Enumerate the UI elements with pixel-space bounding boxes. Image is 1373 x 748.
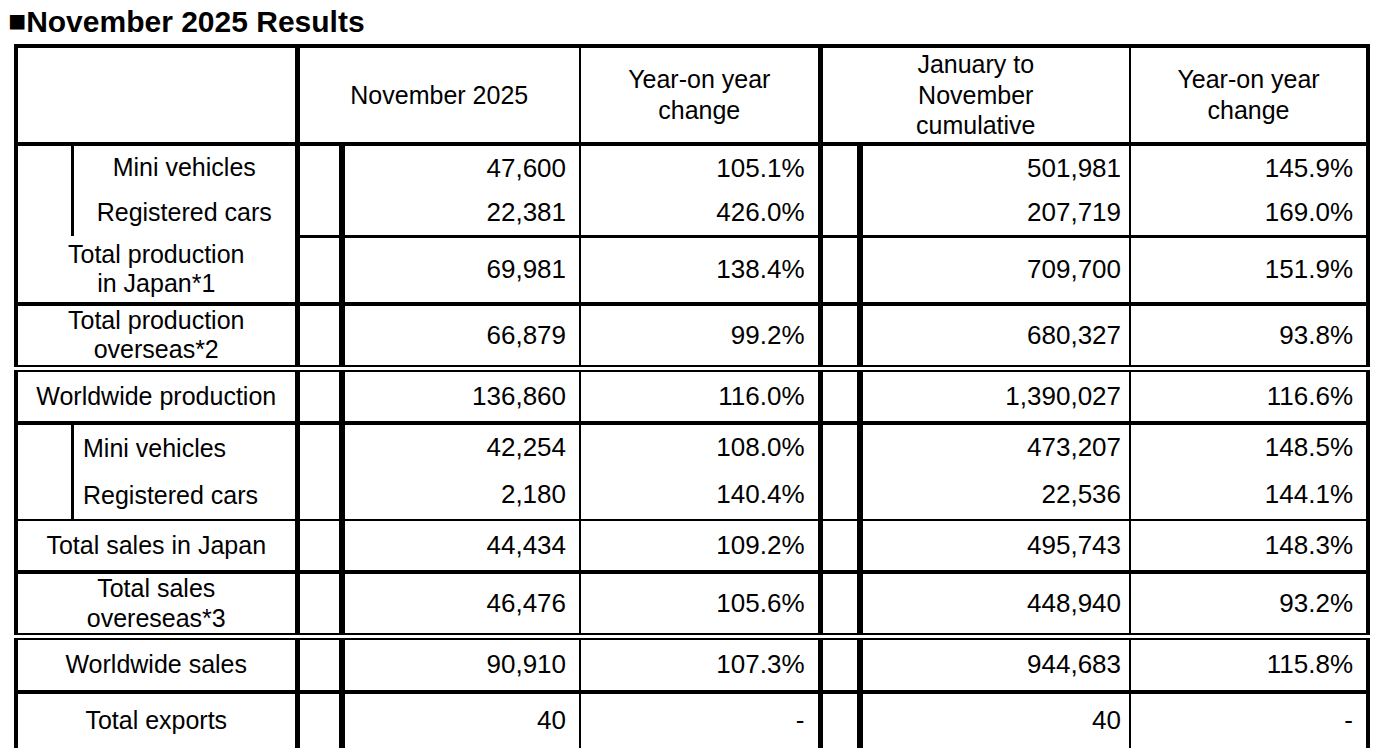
sales-subitems-label-box: Mini vehicles Registered cars: [16, 423, 297, 520]
row-worldwide-sales: Worldwide sales 90,910 107.3% 944,683 11…: [16, 637, 1368, 692]
spacer-cell: [297, 572, 342, 637]
cumulative-value: 40: [860, 692, 1130, 748]
page-title-text: November 2025 Results: [26, 5, 365, 38]
cumulative-value: 1,390,027: [860, 368, 1130, 423]
row-total-production-overseas: Total production overseas*2 66,879 99.2%…: [16, 304, 1368, 369]
cumulative-value: 448,940: [860, 572, 1130, 637]
cumulative-yoy-value: 115.8%: [1130, 637, 1368, 692]
header-cell-yoy-change-2: Year-on year change: [1130, 46, 1368, 144]
row-label: Registered cars: [74, 482, 295, 510]
spacer-cell: [820, 237, 860, 304]
nov-value: 66,879: [342, 304, 580, 369]
yoy-value: 105.1%: [580, 144, 820, 191]
nov-value: 22,381: [342, 191, 580, 237]
spacer-cell: [297, 237, 342, 304]
row-label: Mini vehicles: [74, 154, 295, 182]
yoy-value: 108.0%: [580, 423, 820, 470]
row-label: Total sales in Japan: [16, 520, 297, 572]
header-cell-november-2025: November 2025: [297, 46, 580, 144]
nov-value: 47,600: [342, 144, 580, 191]
spacer-cell: [820, 572, 860, 637]
title-square-marker-icon: ■: [8, 2, 26, 40]
yoy-value: 138.4%: [580, 237, 820, 304]
row-label: Worldwide sales: [16, 637, 297, 692]
row-label: Total production overseas*2: [16, 304, 297, 369]
row-production-mini-vehicles: Mini vehicles Registered cars 47,600 105…: [16, 144, 1368, 191]
spacer-cell: [297, 191, 342, 237]
row-worldwide-production: Worldwide production 136,860 116.0% 1,39…: [16, 368, 1368, 423]
row-total-exports: Total exports 40 - 40 -: [16, 692, 1368, 748]
yoy-value: 99.2%: [580, 304, 820, 369]
cumulative-value: 207,719: [860, 191, 1130, 237]
cumulative-value: 22,536: [860, 470, 1130, 520]
yoy-value: 109.2%: [580, 520, 820, 572]
cumulative-yoy-value: 151.9%: [1130, 237, 1368, 304]
spacer-cell: [297, 470, 342, 520]
header-cell-empty: [16, 46, 297, 144]
cumulative-yoy-value: 93.2%: [1130, 572, 1368, 637]
spacer-cell: [820, 304, 860, 369]
nov-value: 44,434: [342, 520, 580, 572]
row-label: Worldwide production: [16, 368, 297, 423]
header-row: November 2025 Year-on year change Januar…: [16, 46, 1368, 144]
cumulative-yoy-value: 169.0%: [1130, 191, 1368, 237]
cumulative-yoy-value: 93.8%: [1130, 304, 1368, 369]
row-total-production-japan: Total production in Japan*1 69,981 138.4…: [16, 237, 1368, 304]
cumulative-yoy-value: 116.6%: [1130, 368, 1368, 423]
nov-value: 2,180: [342, 470, 580, 520]
nov-value: 69,981: [342, 237, 580, 304]
spacer-cell: [820, 692, 860, 748]
cumulative-value: 680,327: [860, 304, 1130, 369]
yoy-value: 426.0%: [580, 191, 820, 237]
cumulative-value: 501,981: [860, 144, 1130, 191]
nov-value: 46,476: [342, 572, 580, 637]
yoy-value: 140.4%: [580, 470, 820, 520]
cumulative-yoy-value: 148.3%: [1130, 520, 1368, 572]
nov-value: 90,910: [342, 637, 580, 692]
spacer-cell: [820, 144, 860, 191]
cumulative-value: 473,207: [860, 423, 1130, 470]
production-subitems-label-box: Mini vehicles Registered cars: [16, 144, 297, 237]
spacer-cell: [297, 304, 342, 369]
spacer-cell: [297, 423, 342, 470]
spacer-cell: [297, 144, 342, 191]
nov-value: 42,254: [342, 423, 580, 470]
row-sales-mini-vehicles: Mini vehicles Registered cars 42,254 108…: [16, 423, 1368, 470]
yoy-value: 105.6%: [580, 572, 820, 637]
header-cell-cumulative: January to November cumulative: [820, 46, 1130, 144]
row-label: Total exports: [16, 692, 297, 748]
page-title: ■November 2025 Results: [8, 3, 1373, 41]
nov-value: 136,860: [342, 368, 580, 423]
header-cell-yoy-change-1: Year-on year change: [580, 46, 820, 144]
yoy-value: 107.3%: [580, 637, 820, 692]
cumulative-yoy-value: 148.5%: [1130, 423, 1368, 470]
yoy-value: 116.0%: [580, 368, 820, 423]
cumulative-yoy-value: 145.9%: [1130, 144, 1368, 191]
row-label: Total sales overeseas*3: [16, 572, 297, 637]
row-label: Mini vehicles: [74, 435, 295, 463]
spacer-cell: [297, 368, 342, 423]
row-total-sales-japan: Total sales in Japan 44,434 109.2% 495,7…: [16, 520, 1368, 572]
row-label: Total production in Japan*1: [16, 237, 297, 304]
row-total-sales-overseas: Total sales overeseas*3 46,476 105.6% 44…: [16, 572, 1368, 637]
cumulative-yoy-value: 144.1%: [1130, 470, 1368, 520]
cumulative-value: 709,700: [860, 237, 1130, 304]
results-page: ■November 2025 Results November 2025 Yea…: [0, 0, 1373, 748]
cumulative-value: 944,683: [860, 637, 1130, 692]
spacer-cell: [820, 520, 860, 572]
cumulative-value: 495,743: [860, 520, 1130, 572]
cumulative-yoy-value: -: [1130, 692, 1368, 748]
row-label: Registered cars: [74, 199, 295, 227]
spacer-cell: [297, 637, 342, 692]
spacer-cell: [820, 368, 860, 423]
spacer-cell: [297, 520, 342, 572]
nov-value: 40: [342, 692, 580, 748]
spacer-cell: [297, 692, 342, 748]
spacer-cell: [820, 423, 860, 470]
results-table: November 2025 Year-on year change Januar…: [14, 44, 1370, 748]
spacer-cell: [820, 637, 860, 692]
spacer-cell: [820, 470, 860, 520]
yoy-value: -: [580, 692, 820, 748]
spacer-cell: [820, 191, 860, 237]
